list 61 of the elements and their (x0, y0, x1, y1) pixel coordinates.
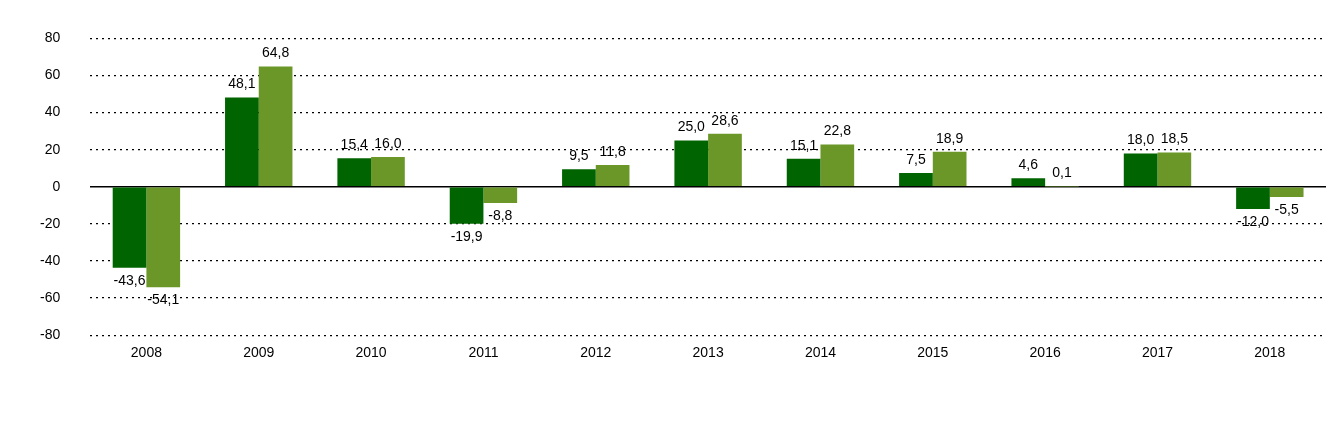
data-label: 48,1 (228, 75, 256, 92)
bar (1236, 187, 1270, 210)
bar (258, 66, 293, 187)
data-label: 16,0 (374, 134, 402, 151)
data-label: 11,8 (599, 142, 626, 159)
x-tick-label: 2014 (804, 344, 837, 361)
x-tick-label: 2012 (580, 344, 612, 361)
bar (786, 158, 821, 187)
bar (562, 169, 596, 187)
x-tick-label: 2013 (692, 344, 724, 361)
bar (1123, 153, 1158, 187)
x-tick-label: 2010 (355, 344, 387, 361)
bar (146, 187, 181, 288)
bar (708, 133, 742, 187)
data-label: 7,5 (906, 150, 926, 167)
data-label: 25,0 (677, 118, 706, 135)
x-tick-label: 2011 (468, 344, 499, 361)
data-label: 64,8 (261, 44, 290, 61)
x-tick-label: 2009 (243, 344, 275, 361)
data-label: -5,5 (1274, 200, 1299, 217)
data-label: -8,8 (488, 206, 513, 223)
bar (449, 187, 484, 224)
data-label: 18,9 (936, 129, 964, 146)
x-tick-label: 2016 (1029, 344, 1061, 361)
y-tick-label: 60 (44, 66, 61, 83)
x-tick-label: 2008 (130, 344, 163, 361)
data-label: -43,6 (113, 271, 146, 288)
data-label: 4,6 (1018, 156, 1039, 173)
data-label: 28,6 (711, 111, 739, 128)
y-tick-label: 0 (52, 177, 61, 194)
y-tick-label: -60 (40, 288, 61, 305)
bar (899, 172, 933, 187)
bar (820, 144, 855, 187)
bar (483, 187, 518, 204)
bar (112, 187, 147, 268)
bar (932, 151, 967, 187)
bar (674, 140, 709, 187)
y-tick-label: -40 (40, 251, 61, 268)
x-tick-label: 2017 (1141, 344, 1174, 361)
bar (1011, 178, 1046, 187)
y-tick-label: -20 (40, 214, 61, 231)
data-label: 15,4 (340, 136, 369, 153)
y-tick-label: 20 (44, 140, 61, 157)
data-label: -19,9 (450, 227, 483, 244)
data-label: 0,1 (1052, 164, 1072, 181)
bar (595, 164, 630, 187)
bar (337, 158, 372, 187)
data-label: -12,0 (1237, 212, 1270, 229)
bar (225, 97, 259, 187)
y-tick-label: 40 (44, 103, 61, 120)
data-label: 18,0 (1127, 131, 1155, 148)
y-tick-label: 80 (44, 29, 61, 46)
data-label: 22,8 (823, 122, 852, 139)
x-tick-label: 2015 (917, 344, 949, 361)
y-tick-label: -80 (40, 326, 61, 343)
bar (371, 157, 405, 187)
x-tick-label: 2018 (1254, 344, 1286, 361)
data-label: 18,5 (1160, 130, 1189, 147)
data-label: 9,5 (569, 147, 589, 164)
bar (1269, 187, 1304, 197)
bar (1157, 152, 1192, 187)
